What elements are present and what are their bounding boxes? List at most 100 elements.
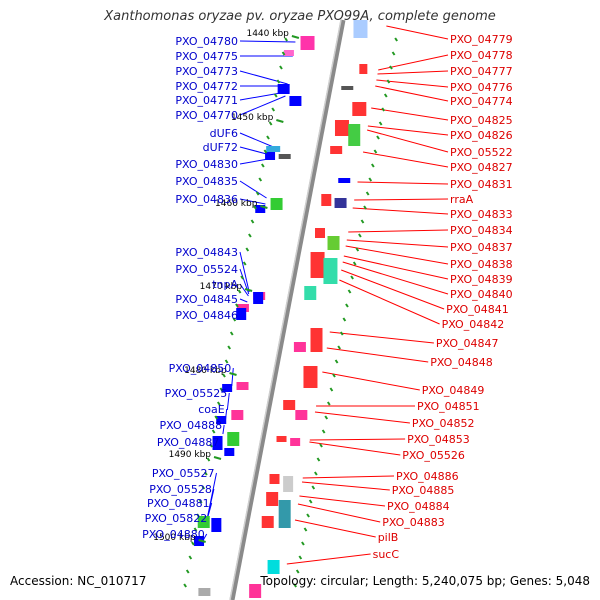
gene-label-left: PXO_04880 (142, 528, 205, 541)
gene-label-right: PXO_04776 (450, 81, 513, 94)
track-dot (303, 527, 308, 532)
leader-line-right (377, 70, 449, 75)
leader-line-right (343, 255, 449, 280)
gene-block-right (334, 120, 349, 136)
gene-label-right: pilB (378, 531, 399, 544)
track-dot (196, 513, 200, 518)
gene-block-left (293, 72, 300, 76)
track-dot (368, 177, 373, 182)
gene-block-right (266, 492, 279, 506)
track-dot (250, 219, 255, 224)
gene-label-right: PXO_04833 (450, 208, 513, 221)
leader-line-right (367, 125, 449, 136)
gene-block-right (269, 474, 280, 484)
gene-block-right (249, 584, 262, 598)
gene-block-right (290, 438, 301, 446)
gene-label-right: PXO_04831 (450, 178, 513, 191)
track-dot (334, 359, 339, 364)
gene-block-right (261, 516, 274, 528)
track-dot (360, 219, 365, 224)
leader-line-left (239, 40, 296, 43)
leader-line-right (326, 347, 429, 363)
gene-block-right (283, 476, 294, 492)
track-dot (321, 429, 326, 434)
leader-line-right (386, 25, 449, 40)
track-dot (209, 443, 213, 448)
gene-block-right (334, 198, 347, 208)
gene-block-left (265, 152, 276, 160)
leader-line-right (309, 441, 401, 456)
track-dot (235, 303, 239, 308)
gene-label-right: PXO_04841 (446, 303, 509, 316)
track-dot (271, 107, 276, 112)
gene-block-right (353, 20, 368, 38)
leader-line-left (239, 298, 248, 303)
gene-label-right: PXO_04839 (450, 273, 513, 286)
gene-label-right: PXO_04840 (450, 288, 513, 301)
gene-block-left (212, 436, 223, 450)
track-dot (365, 191, 370, 196)
track-dot (248, 233, 252, 238)
leader-line-right (301, 481, 390, 491)
scale-tick-label: 1480 kbp (184, 366, 227, 376)
gene-label-right: PXO_04837 (450, 241, 513, 254)
track-dot (276, 79, 281, 84)
track-dot (389, 65, 393, 70)
leader-line-left (239, 283, 249, 297)
gene-block-right (310, 328, 323, 352)
track-dot (301, 541, 305, 546)
genome-backbone-highlight (229, 19, 342, 600)
gene-label-left: PXO_05524 (175, 263, 238, 276)
gene-block-left (236, 308, 247, 320)
gene-label-left: PXO_04770 (175, 109, 238, 122)
scale-tick (276, 119, 284, 123)
track-dot (204, 471, 208, 476)
gene-label-left: PXO_05822 (145, 512, 208, 525)
leader-line-right (297, 503, 381, 523)
gene-block-right (330, 146, 343, 154)
leader-line-left (231, 367, 234, 387)
gene-label-right: PXO_04779 (450, 33, 513, 46)
track-dot (245, 247, 250, 252)
gene-label-left: PXO_04850 (169, 362, 232, 375)
leader-line-right (314, 411, 410, 424)
gene-label-left: dUF72 (203, 141, 238, 154)
scale-tick-label: 1460 kbp (215, 199, 258, 209)
track-dot (279, 65, 283, 70)
gene-block-right (295, 410, 308, 420)
gene-label-right: PXO_05526 (402, 449, 465, 462)
leader-line-right (357, 181, 449, 185)
gene-label-right: PXO_04827 (450, 161, 513, 174)
track-dot (311, 485, 316, 490)
gene-label-left: PXO_05525 (165, 387, 228, 400)
gene-label-left: PXO_04775 (175, 50, 238, 63)
genome-title: Xanthomonas oryzae pv. oryzae PXO99A, co… (104, 9, 496, 24)
leader-line-right (322, 371, 420, 391)
gene-block-left (216, 416, 227, 424)
leader-line-left (239, 198, 266, 205)
gene-label-right: PXO_04777 (450, 65, 513, 78)
leader-line-right (362, 151, 449, 168)
track-dot (345, 303, 349, 308)
scale-tick (291, 35, 300, 39)
leader-line-right (366, 129, 449, 153)
leader-line-right (309, 438, 406, 441)
track-dot (232, 317, 237, 322)
track-dot (306, 513, 310, 518)
gene-label-left: PXO_04843 (175, 246, 238, 259)
gene-label-left: PXO_04773 (175, 65, 238, 78)
track-dot (342, 317, 347, 322)
track-dot (253, 205, 257, 210)
scale-tick-label: 1470 kbp (200, 282, 243, 292)
gene-label-right: PXO_05522 (450, 146, 513, 159)
gene-block-left (231, 410, 244, 420)
track-dot (358, 233, 362, 238)
track-dot (255, 191, 260, 196)
track-dot (371, 163, 375, 168)
genome-backbone (229, 19, 346, 600)
leader-line-left (239, 70, 288, 85)
track-dot (193, 527, 198, 532)
gene-block-right (276, 436, 287, 442)
track-dot (188, 555, 193, 560)
